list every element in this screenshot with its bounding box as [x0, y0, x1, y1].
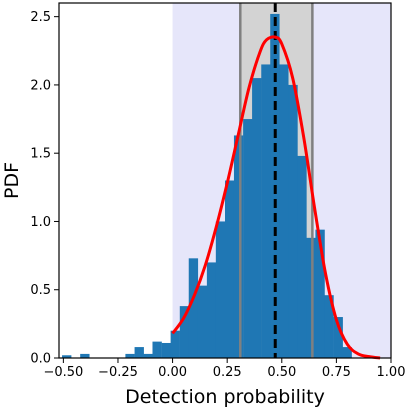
histogram-bar [215, 221, 226, 358]
histogram-bar [225, 180, 235, 358]
x-axis-ticks: −0.50 −0.25 0.00 0.25 0.50 0.75 1.00 [43, 358, 405, 380]
y-tick-label: 0.0 [30, 352, 51, 367]
histogram-bar [179, 306, 190, 358]
x-tick-label: −0.50 [43, 365, 83, 380]
x-tick-label: 0.50 [267, 365, 296, 380]
x-tick-label: 0.00 [158, 365, 187, 380]
histogram-bar [243, 119, 253, 358]
histogram-bar [188, 258, 199, 358]
kde-curve-group [171, 35, 381, 360]
histogram-bar [324, 295, 334, 358]
y-tick-label: 0.5 [30, 283, 51, 298]
histogram-bar [233, 135, 244, 358]
plot-frame [58, 2, 392, 359]
histogram-bar [197, 285, 208, 358]
x-tick-label: −0.25 [98, 365, 138, 380]
histogram-bar [80, 353, 90, 358]
histogram-bar [252, 78, 262, 358]
x-tick-label: 1.00 [377, 365, 406, 380]
histogram-bar [315, 229, 325, 358]
histogram-bar [333, 317, 343, 358]
y-tick-label: 1.5 [30, 147, 51, 162]
histogram-bar [170, 330, 180, 358]
x-tick-label: 0.75 [322, 365, 351, 380]
y-tick-label: 2.5 [30, 10, 51, 25]
x-axis-label: Detection probability [125, 386, 325, 408]
y-tick-label: 1.0 [30, 215, 51, 230]
histogram-bar [125, 353, 135, 358]
histogram-bar [134, 347, 144, 358]
histogram-bar [297, 155, 307, 358]
histogram-bar [288, 84, 298, 358]
histogram-bar [206, 262, 217, 358]
histogram-bar [342, 347, 352, 358]
histogram-bar [161, 342, 172, 358]
y-tick-label: 2.0 [30, 78, 51, 93]
histogram-bar [279, 64, 289, 358]
histogram-bar [152, 341, 162, 358]
kde-curve [171, 35, 381, 360]
reference-lines [239, 3, 314, 358]
y-axis-ticks: 0.0 0.5 1.0 1.5 2.0 2.5 [30, 10, 59, 367]
x-tick-label: 0.25 [213, 365, 242, 380]
histogram-bar [261, 64, 271, 358]
y-axis-label: PDF [1, 162, 23, 199]
histogram-bar [143, 353, 153, 358]
histogram-bar [62, 355, 72, 358]
